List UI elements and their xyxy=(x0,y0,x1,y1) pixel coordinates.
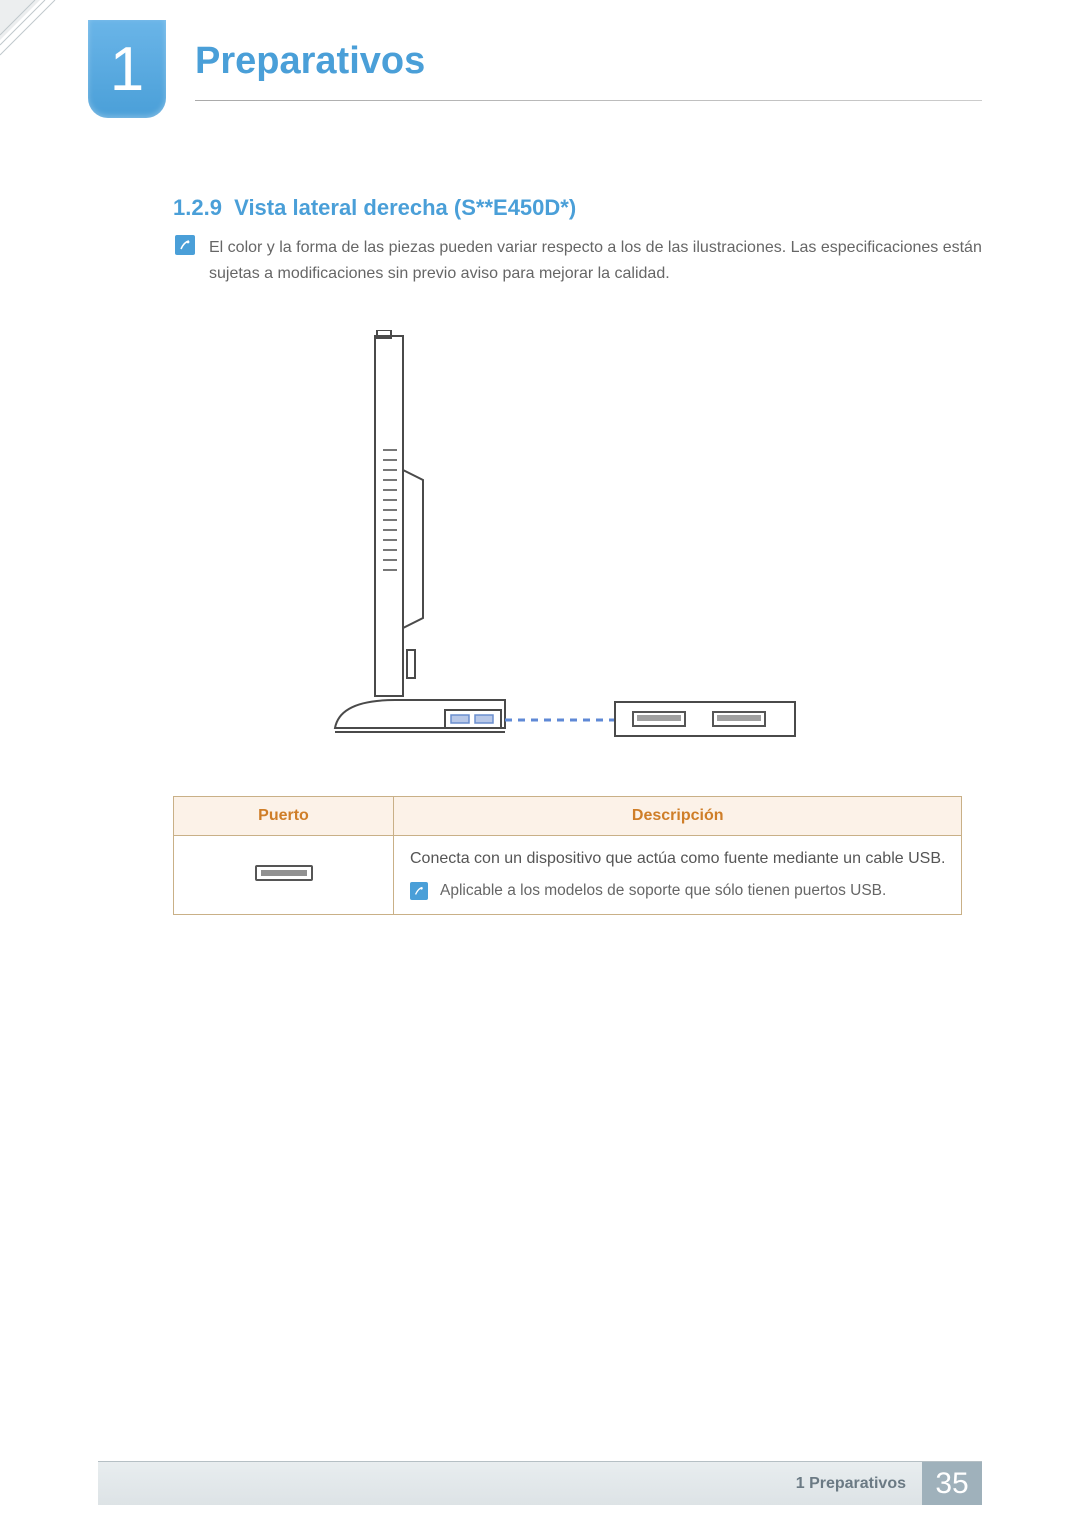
port-desc-main: Conecta con un dispositivo que actúa com… xyxy=(410,850,945,868)
note-icon xyxy=(175,235,195,255)
chapter-badge: 1 xyxy=(88,20,166,118)
page-corner-lines xyxy=(0,0,80,80)
note-icon xyxy=(410,882,428,900)
monitor-side-diagram xyxy=(315,330,815,760)
note-text: El color y la forma de las piezas pueden… xyxy=(209,235,982,286)
section-number: 1.2.9 xyxy=(173,195,222,220)
port-desc-note: Aplicable a los modelos de soporte que s… xyxy=(440,882,886,900)
footer-page-number: 35 xyxy=(922,1462,982,1505)
table-header-desc: Descripción xyxy=(394,797,962,836)
section-name: Vista lateral derecha (S**E450D*) xyxy=(234,195,576,220)
chapter-number: 1 xyxy=(110,34,144,105)
port-desc-cell: Conecta con un dispositivo que actúa com… xyxy=(394,836,962,915)
ports-table: Puerto Descripción Conecta con un dispos… xyxy=(173,796,962,915)
section-title: 1.2.9 Vista lateral derecha (S**E450D*) xyxy=(173,195,576,221)
top-note-block: El color y la forma de las piezas pueden… xyxy=(175,235,982,286)
table-header-port: Puerto xyxy=(174,797,394,836)
port-icon-cell xyxy=(174,836,394,915)
usb-port-icon xyxy=(255,865,313,881)
footer-bar: 1 Preparativos 35 xyxy=(98,1461,982,1505)
footer-label: 1 Preparativos xyxy=(780,1475,922,1493)
page-title: Preparativos xyxy=(195,40,425,83)
port-desc-note-block: Aplicable a los modelos de soporte que s… xyxy=(410,882,945,900)
header-rule xyxy=(195,100,982,101)
table-row: Conecta con un dispositivo que actúa com… xyxy=(174,836,962,915)
